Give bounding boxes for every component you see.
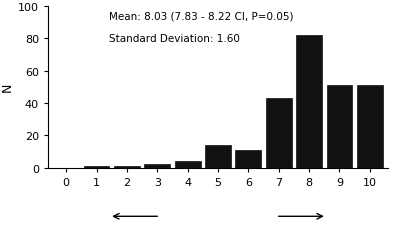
Bar	[236, 150, 261, 168]
Text: Mean: 8.03 (7.83 - 8.22 CI, P=0.05): Mean: 8.03 (7.83 - 8.22 CI, P=0.05)	[109, 12, 294, 22]
Bar	[266, 99, 292, 168]
Bar	[326, 86, 352, 168]
Bar	[296, 36, 322, 168]
Bar	[114, 166, 140, 168]
Text: Standard Deviation: 1.60: Standard Deviation: 1.60	[109, 34, 240, 44]
Bar	[144, 165, 170, 168]
Bar	[205, 146, 231, 168]
Bar	[357, 86, 383, 168]
Bar	[84, 166, 110, 168]
Y-axis label: N: N	[1, 83, 14, 92]
Bar	[175, 162, 200, 168]
